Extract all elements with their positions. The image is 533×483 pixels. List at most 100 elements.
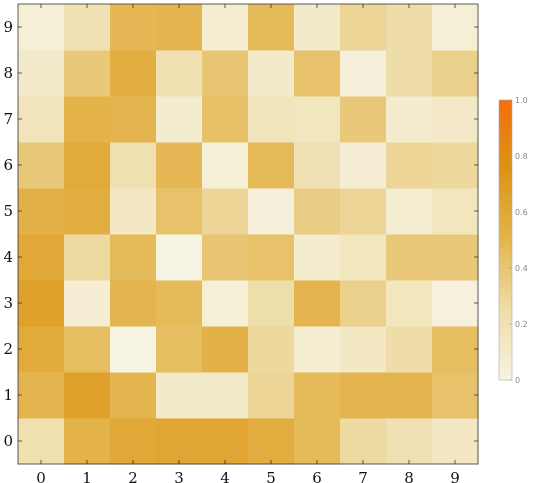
heatmap-cell [432, 142, 479, 189]
heatmap-cell [110, 234, 157, 281]
x-tick-label: 5 [266, 469, 276, 483]
heatmap-cell [248, 418, 295, 465]
heatmap-cell [340, 372, 387, 419]
heatmap-cell [386, 234, 433, 281]
heatmap-cells [18, 4, 479, 465]
x-tick-label: 3 [174, 469, 184, 483]
heatmap-cell [156, 372, 203, 419]
heatmap-cell [202, 326, 249, 373]
heatmap-cell [64, 4, 111, 51]
heatmap-cell [110, 96, 157, 143]
heatmap-cell [18, 372, 65, 419]
heatmap-cell [248, 188, 295, 235]
heatmap-cell [110, 418, 157, 465]
colorbar-tick-label: 0.2 [515, 320, 528, 329]
heatmap-cell [64, 142, 111, 189]
heatmap-cell [18, 326, 65, 373]
heatmap-cell [432, 96, 479, 143]
y-tick-label: 7 [3, 110, 13, 128]
plot-frame [17, 3, 479, 465]
heatmap-cell [202, 372, 249, 419]
heatmap-cell [248, 280, 295, 327]
heatmap-cell [294, 142, 341, 189]
heatmap-cell [64, 234, 111, 281]
heatmap-cell [156, 234, 203, 281]
heatmap-cell [18, 418, 65, 465]
heatmap-cell [340, 418, 387, 465]
heatmap-cell [156, 50, 203, 97]
heatmap-cell [386, 280, 433, 327]
heatmap-cell [432, 280, 479, 327]
heatmap-cell [110, 326, 157, 373]
axes: 0 1 2 3 4 5 6 7 8 9 0 1 2 3 4 5 6 7 8 9 [3, 4, 478, 483]
heatmap-cell [202, 188, 249, 235]
y-tick-label: 9 [3, 18, 13, 36]
heatmap-cell [432, 188, 479, 235]
heatmap-cell [340, 188, 387, 235]
colorbar-gradient [498, 99, 513, 381]
heatmap-cell [64, 50, 111, 97]
heatmap-cell [18, 142, 65, 189]
heatmap-cell [110, 50, 157, 97]
heatmap-cell [110, 4, 157, 51]
heatmap-cell [202, 234, 249, 281]
y-tick-label: 1 [3, 386, 13, 404]
heatmap-cell [386, 50, 433, 97]
heatmap-cell [202, 142, 249, 189]
heatmap-cell [386, 418, 433, 465]
heatmap-cell [202, 96, 249, 143]
heatmap-cell [294, 234, 341, 281]
heatmap-cell [248, 372, 295, 419]
heatmap-cell [386, 142, 433, 189]
heatmap-cell [248, 50, 295, 97]
heatmap-cell [340, 50, 387, 97]
heatmap-cell [18, 4, 65, 51]
heatmap-cell [18, 280, 65, 327]
heatmap-cell [64, 372, 111, 419]
heatmap-cell [18, 96, 65, 143]
heatmap-cell [248, 4, 295, 51]
colorbar-legend: 0 0.2 0.4 0.6 0.8 1.0 [498, 96, 528, 385]
x-tick-label: 7 [358, 469, 368, 483]
heatmap-cell [156, 4, 203, 51]
colorbar-tick-label: 1.0 [515, 96, 528, 105]
heatmap-cell [432, 234, 479, 281]
heatmap-cell [110, 280, 157, 327]
x-tick-label: 9 [450, 469, 460, 483]
heatmap-cell [294, 372, 341, 419]
heatmap-cell [18, 234, 65, 281]
y-tick-label: 5 [3, 202, 13, 220]
heatmap-cell [110, 188, 157, 235]
heatmap-cell [18, 50, 65, 97]
heatmap-cell [64, 418, 111, 465]
heatmap-cell [202, 4, 249, 51]
heatmap-cell [156, 418, 203, 465]
heatmap-cell [386, 96, 433, 143]
heatmap-cell [340, 326, 387, 373]
heatmap-cell [432, 4, 479, 51]
heatmap-cell [64, 280, 111, 327]
colorbar-tick-label: 0.8 [515, 152, 528, 161]
heatmap-cell [156, 188, 203, 235]
heatmap-cell [202, 418, 249, 465]
heatmap-cell [294, 280, 341, 327]
heatmap-cell [386, 4, 433, 51]
heatmap-cell [156, 96, 203, 143]
heatmap-cell [340, 142, 387, 189]
heatmap-cell [64, 188, 111, 235]
heatmap-cell [294, 50, 341, 97]
colorbar-tick-label: 0.6 [515, 208, 528, 217]
heatmap-cell [64, 96, 111, 143]
y-tick-label: 8 [3, 64, 13, 82]
x-tick-label: 8 [404, 469, 414, 483]
heatmap-cell [202, 50, 249, 97]
x-tick-label: 2 [128, 469, 138, 483]
heatmap-cell [432, 50, 479, 97]
y-tick-label: 4 [3, 248, 13, 266]
heatmap-cell [18, 188, 65, 235]
heatmap-cell [110, 372, 157, 419]
heatmap-cell [294, 326, 341, 373]
heatmap-cell [248, 142, 295, 189]
heatmap-cell [294, 4, 341, 51]
